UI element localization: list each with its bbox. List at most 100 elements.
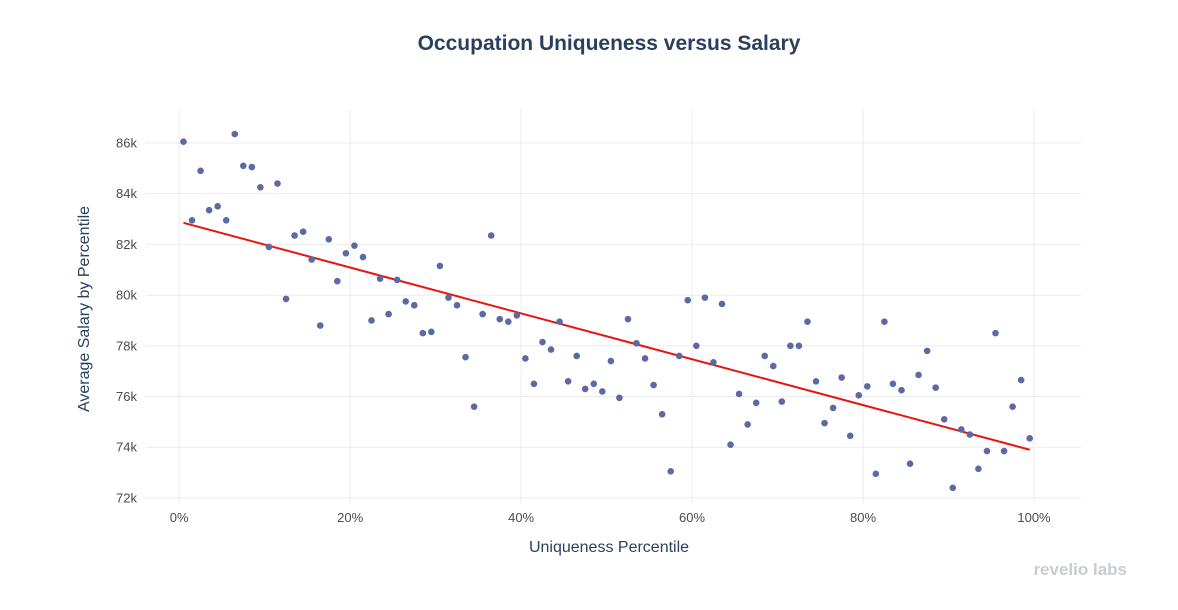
data-point[interactable] (881, 318, 888, 326)
data-point[interactable] (846, 432, 854, 440)
data-point[interactable] (428, 328, 435, 336)
data-point[interactable] (599, 388, 606, 395)
data-point[interactable] (1026, 435, 1034, 442)
data-point[interactable] (658, 410, 666, 418)
data-point[interactable] (812, 377, 820, 385)
data-point[interactable] (864, 383, 871, 390)
data-point[interactable] (462, 353, 469, 361)
data-point[interactable] (504, 318, 512, 326)
data-point[interactable] (727, 441, 734, 448)
data-point[interactable] (633, 339, 640, 347)
data-point[interactable] (966, 431, 974, 438)
data-point[interactable] (915, 371, 922, 379)
data-point[interactable] (1017, 376, 1025, 384)
data-point[interactable] (376, 275, 384, 282)
data-point[interactable] (257, 184, 264, 191)
data-point[interactable] (496, 315, 504, 323)
data-point[interactable] (351, 242, 358, 249)
data-point[interactable] (231, 130, 239, 138)
data-point[interactable] (334, 277, 341, 285)
data-point[interactable] (522, 355, 529, 362)
data-point[interactable] (650, 381, 657, 389)
data-point[interactable] (829, 404, 837, 412)
data-point[interactable] (487, 232, 495, 239)
data-point[interactable] (641, 355, 649, 362)
data-point[interactable] (402, 298, 410, 305)
data-point[interactable] (735, 390, 743, 398)
data-point[interactable] (291, 232, 298, 239)
data-point[interactable] (479, 310, 486, 318)
data-point[interactable] (368, 317, 375, 324)
data-point[interactable] (547, 346, 555, 353)
data-point[interactable] (240, 162, 247, 170)
data-point[interactable] (573, 352, 580, 360)
data-point[interactable] (940, 416, 948, 423)
data-point[interactable] (419, 329, 427, 337)
data-point[interactable] (359, 253, 367, 261)
data-point[interactable] (1009, 403, 1016, 410)
data-point[interactable] (906, 460, 914, 468)
data-point[interactable] (393, 276, 401, 284)
data-point[interactable] (898, 386, 905, 394)
data-point[interactable] (470, 403, 478, 410)
data-point[interactable] (975, 465, 982, 473)
data-point[interactable] (539, 338, 546, 346)
data-point[interactable] (590, 380, 598, 388)
data-point[interactable] (667, 468, 674, 475)
data-point[interactable] (308, 256, 315, 263)
data-point[interactable] (214, 203, 221, 210)
data-point[interactable] (299, 228, 307, 236)
data-point[interactable] (701, 294, 709, 301)
data-point[interactable] (616, 394, 623, 402)
data-point[interactable] (188, 216, 196, 224)
data-point[interactable] (274, 180, 281, 187)
data-point[interactable] (316, 322, 324, 329)
data-point[interactable] (949, 484, 957, 492)
data-point[interactable] (752, 399, 760, 407)
data-point[interactable] (983, 447, 991, 455)
data-point[interactable] (923, 347, 931, 355)
data-point[interactable] (180, 138, 187, 145)
data-point[interactable] (795, 342, 803, 350)
data-point[interactable] (838, 374, 845, 381)
data-point[interactable] (581, 385, 589, 393)
data-point[interactable] (675, 352, 683, 360)
data-point[interactable] (325, 236, 333, 243)
data-point[interactable] (342, 249, 350, 257)
data-point[interactable] (197, 167, 204, 175)
data-point[interactable] (718, 300, 726, 308)
data-point[interactable] (222, 216, 230, 224)
data-point[interactable] (761, 352, 769, 360)
data-point[interactable] (624, 315, 632, 323)
data-point[interactable] (564, 377, 572, 385)
data-point[interactable] (445, 294, 452, 301)
data-point[interactable] (710, 358, 717, 366)
data-point[interactable] (607, 357, 615, 365)
data-point[interactable] (282, 295, 290, 303)
data-point[interactable] (513, 312, 521, 319)
data-point[interactable] (248, 163, 256, 171)
data-point[interactable] (436, 262, 444, 270)
data-point[interactable] (1000, 447, 1008, 455)
data-point[interactable] (932, 384, 939, 391)
data-point[interactable] (693, 342, 700, 350)
data-point[interactable] (385, 310, 392, 318)
data-point[interactable] (265, 243, 273, 251)
data-point[interactable] (530, 380, 538, 388)
data-point[interactable] (992, 329, 999, 337)
data-point[interactable] (410, 301, 418, 309)
data-point[interactable] (855, 391, 863, 399)
data-point[interactable] (889, 380, 897, 388)
data-point[interactable] (453, 301, 461, 309)
data-point[interactable] (778, 398, 786, 405)
data-point[interactable] (556, 318, 563, 326)
data-point[interactable] (872, 470, 880, 478)
data-point[interactable] (787, 342, 794, 350)
data-point[interactable] (821, 419, 828, 427)
data-point[interactable] (769, 362, 777, 370)
data-point[interactable] (804, 318, 811, 326)
data-point[interactable] (684, 296, 692, 304)
data-point[interactable] (744, 421, 751, 428)
data-point[interactable] (958, 426, 965, 433)
data-point[interactable] (205, 206, 213, 214)
